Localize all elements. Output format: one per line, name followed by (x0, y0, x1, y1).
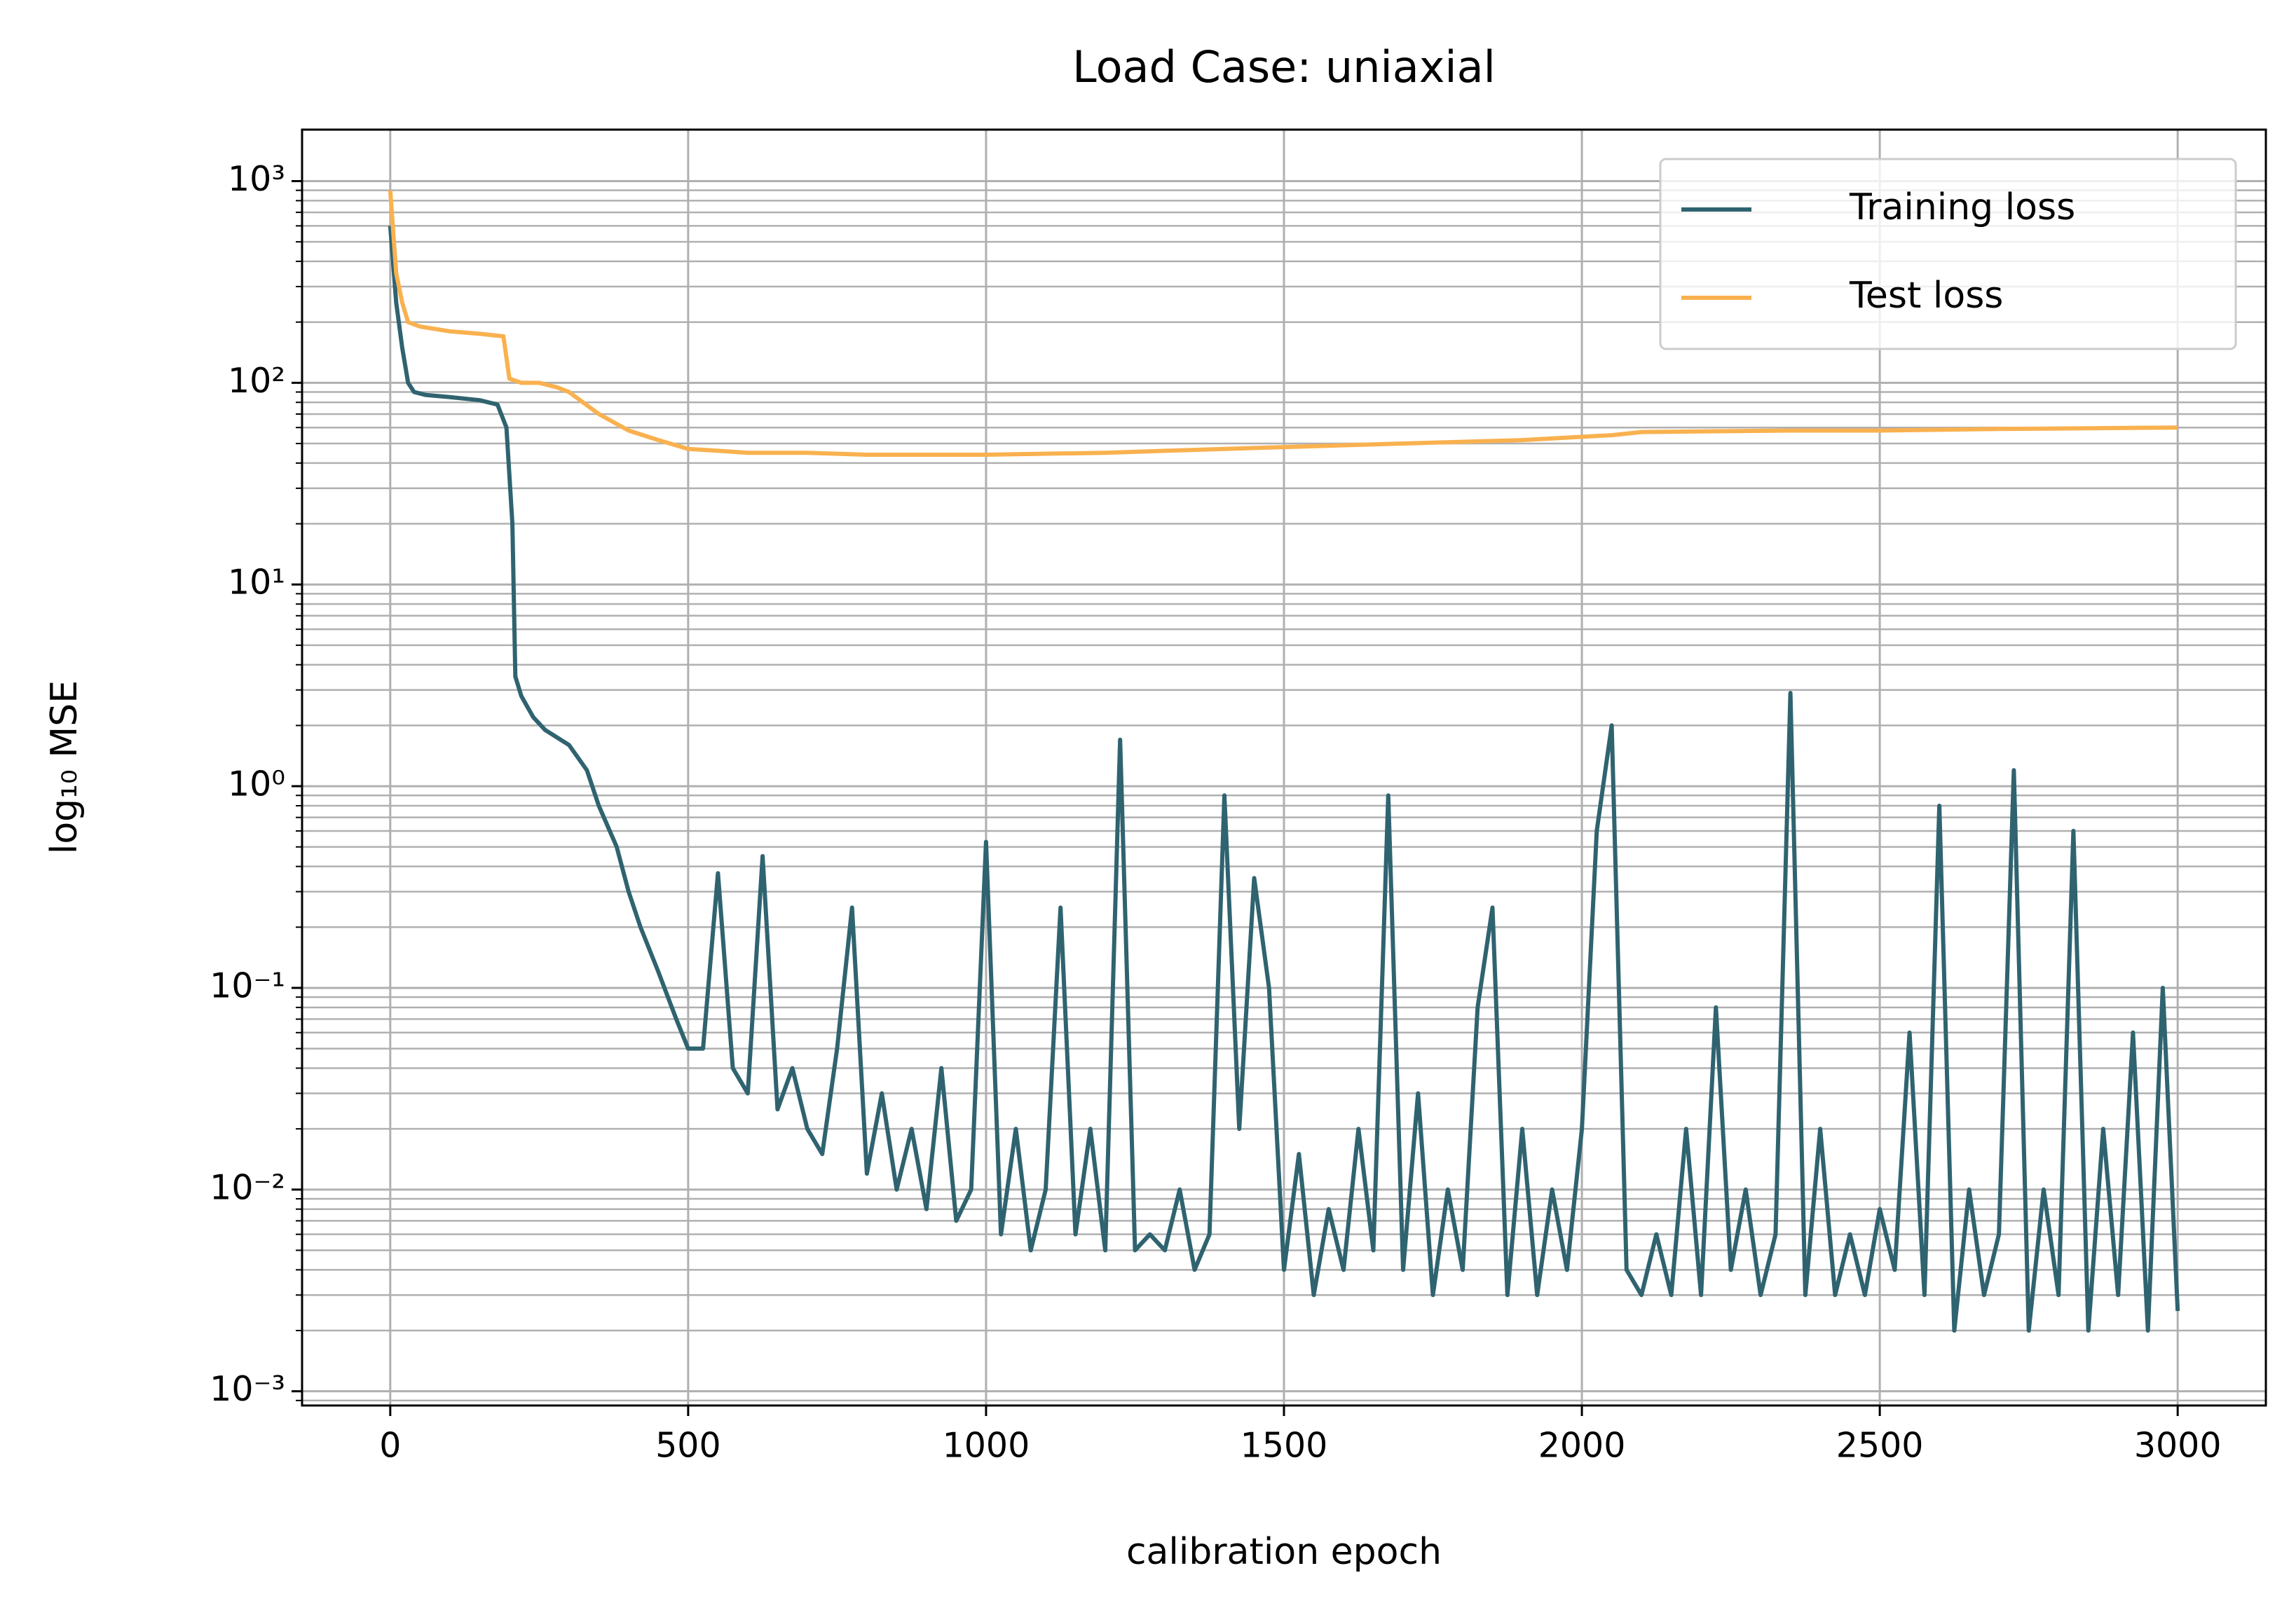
x-axis-label: calibration epoch (1126, 1531, 1442, 1573)
x-tick-label: 1500 (1241, 1426, 1328, 1466)
y-tick-label: 10⁻² (210, 1167, 285, 1207)
x-tick-label: 2000 (1538, 1426, 1626, 1466)
legend-label: Test loss (1849, 275, 2003, 317)
y-tick-label: 10⁻¹ (210, 965, 285, 1005)
x-tick-label: 500 (655, 1426, 721, 1466)
x-tick-label: 0 (379, 1426, 401, 1466)
x-tick-label: 3000 (2134, 1426, 2222, 1466)
legend-label: Training loss (1849, 186, 2075, 228)
y-tick-label: 10¹ (228, 563, 285, 603)
x-tick-label: 2500 (1836, 1426, 1924, 1466)
y-tick-label: 10² (228, 361, 285, 401)
plot-frame (301, 128, 2267, 1407)
line-series (388, 190, 2178, 457)
y-tick-label: 10⁰ (228, 764, 285, 804)
y-axis-label: log₁₀ MSE (43, 680, 86, 854)
legend-box (1659, 158, 2237, 350)
chart-title: Load Case: uniaxial (1072, 41, 1496, 92)
y-tick-label: 10³ (228, 159, 285, 199)
y-tick-label: 10⁻³ (210, 1369, 285, 1409)
x-tick-label: 1000 (943, 1426, 1030, 1466)
line-series (388, 226, 2180, 1333)
